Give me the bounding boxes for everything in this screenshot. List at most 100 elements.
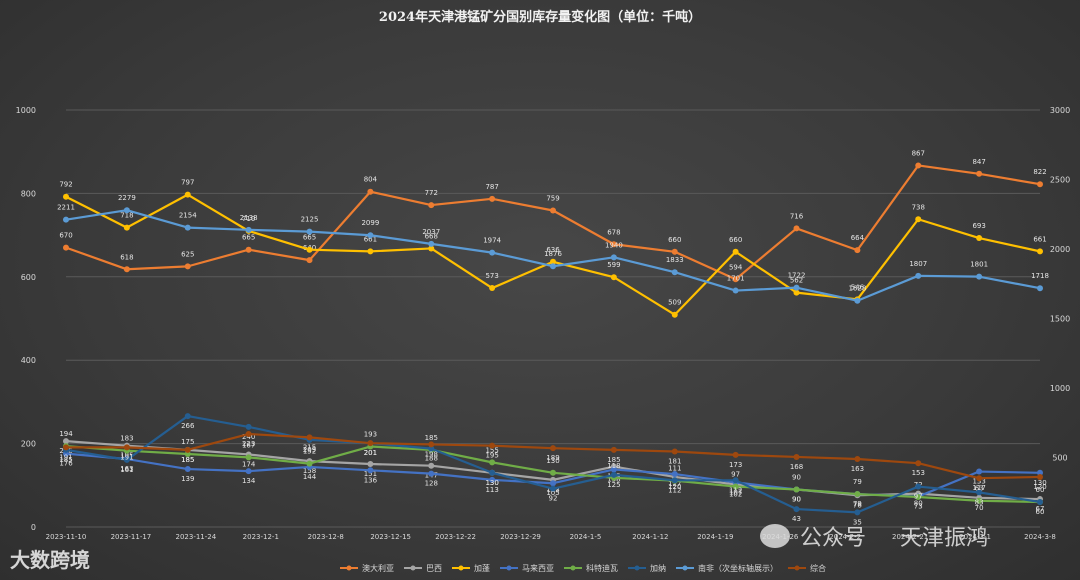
data-label: 125	[607, 481, 620, 489]
data-label: 661	[1033, 235, 1046, 243]
y-right-tick-label: 2500	[1050, 176, 1070, 185]
data-point	[184, 191, 191, 198]
data-label: 664	[851, 234, 865, 242]
data-label: 194	[59, 430, 73, 438]
data-point	[732, 248, 739, 255]
data-point	[915, 216, 922, 223]
data-label: 678	[607, 228, 620, 236]
data-label: 509	[668, 299, 681, 307]
legend-label: 综合	[810, 563, 826, 573]
data-label: 112	[729, 486, 742, 494]
data-label: 83	[975, 498, 984, 506]
data-point	[976, 170, 983, 177]
data-label: 193	[364, 431, 377, 439]
data-label: 185	[181, 456, 194, 464]
data-point	[550, 485, 556, 492]
legend-item: 加纳	[628, 563, 666, 573]
data-label: 670	[59, 232, 72, 240]
x-tick-label: 2024-1-19	[697, 533, 733, 541]
y-right-tick-label: 1500	[1050, 315, 1070, 324]
data-label: 2154	[179, 212, 197, 220]
data-point	[489, 195, 496, 202]
data-point	[428, 202, 435, 209]
data-point	[793, 453, 800, 460]
data-label: 2099	[361, 219, 379, 227]
data-label: 546	[851, 283, 865, 291]
x-tick-label: 2023-12-29	[500, 533, 541, 541]
data-point	[671, 311, 678, 318]
data-label: 710	[242, 215, 255, 223]
data-point	[123, 207, 130, 214]
data-point	[123, 266, 130, 273]
data-label: 185	[181, 456, 194, 464]
x-tick-label: 2023-12-22	[435, 533, 476, 541]
series-4: 194 183 175 167 152 193 185 155 130 118 111 97 90 79 7…	[59, 430, 1044, 505]
data-label: 118	[607, 462, 620, 470]
legend-swatch-dot	[634, 565, 640, 571]
data-point	[428, 470, 435, 477]
x-tick-label: 2024-2-2	[829, 533, 861, 541]
data-point	[184, 446, 191, 453]
data-point	[550, 480, 556, 487]
data-point	[854, 297, 861, 304]
data-label: 79	[853, 500, 862, 508]
legend-swatch-dot	[410, 565, 416, 571]
data-label: 120	[1033, 483, 1046, 491]
data-point	[732, 276, 739, 283]
data-label: 738	[912, 203, 925, 211]
data-label: 128	[425, 480, 438, 488]
data-point	[915, 272, 922, 279]
data-label: 1833	[666, 256, 684, 264]
data-point	[976, 475, 983, 482]
legend-swatch-dot	[458, 565, 464, 571]
data-label: 67	[1036, 505, 1045, 513]
data-label: 107	[729, 488, 742, 496]
legend-item: 加蓬	[452, 563, 490, 573]
data-point	[306, 257, 313, 264]
data-label: 60	[1036, 508, 1045, 516]
data-label: 175	[181, 438, 194, 446]
x-tick-label: 2024-1-12	[632, 533, 668, 541]
data-label: 772	[425, 189, 438, 197]
data-point	[732, 483, 739, 490]
data-point	[610, 254, 617, 261]
legend-label: 加纳	[650, 563, 666, 573]
data-point	[123, 456, 130, 463]
y-left-tick-label: 800	[21, 189, 36, 198]
data-point	[1037, 181, 1043, 188]
legend-label: 南非（次坐标轴展示）	[698, 563, 778, 573]
data-label: 130	[485, 479, 498, 487]
data-label: 163	[851, 465, 864, 473]
data-label: 191	[120, 453, 133, 461]
legend-label: 澳大利亚	[362, 563, 394, 573]
data-label: 105	[546, 489, 559, 497]
data-point	[1037, 473, 1043, 480]
data-point	[245, 468, 252, 475]
data-label: 636	[546, 246, 560, 254]
data-point	[793, 225, 800, 232]
data-point	[489, 285, 496, 292]
legend-item: 澳大利亚	[340, 563, 394, 573]
data-label: 618	[120, 253, 133, 261]
legend-item: 科特迪瓦	[564, 563, 618, 573]
data-label: 201	[364, 449, 377, 457]
data-point	[793, 284, 800, 291]
data-point	[306, 460, 313, 467]
x-tick-label: 2023-11-24	[176, 533, 217, 541]
data-point	[671, 471, 678, 478]
watermark-right-b: 天津振鸿	[900, 526, 989, 551]
data-label: 80	[914, 500, 923, 508]
data-label: 660	[668, 236, 681, 244]
data-point	[63, 244, 69, 251]
data-label: 152	[303, 448, 316, 456]
data-label: 136	[364, 476, 378, 484]
data-point	[245, 454, 252, 461]
data-label: 1628	[848, 285, 866, 293]
data-label: 665	[242, 234, 255, 242]
data-label: 174	[242, 460, 256, 468]
data-label: 173	[729, 461, 742, 469]
data-point	[367, 440, 374, 447]
data-label: 2037	[422, 228, 440, 236]
data-point	[550, 445, 556, 452]
data-point	[428, 240, 435, 247]
